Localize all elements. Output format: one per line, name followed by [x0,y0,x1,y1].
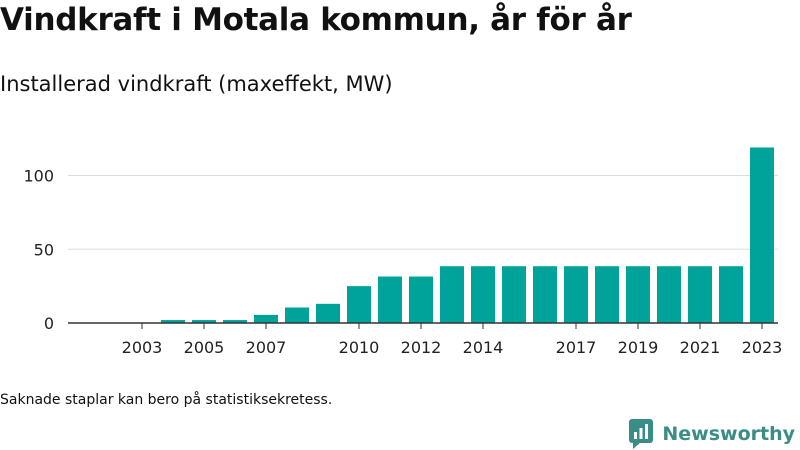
x-tick-label: 2023 [742,338,783,357]
x-tick-label: 2005 [184,338,225,357]
bar-chart-logo-icon [629,419,654,449]
bar [409,276,433,323]
bar [595,266,619,323]
bar [378,276,402,323]
y-tick-label: 100 [23,167,54,186]
bar [192,320,216,323]
bar [719,266,743,323]
bar [533,266,557,323]
x-tick-label: 2012 [401,338,442,357]
bar [316,303,340,323]
bar [626,266,650,323]
x-tick-label: 2019 [618,338,659,357]
footnote: Saknade staplar kan bero på statistiksek… [0,392,333,408]
x-tick-label: 2003 [122,338,163,357]
bar [502,266,526,323]
newsworthy-logo: Newsworthy [629,419,795,449]
bar [471,266,495,323]
brand-name: Newsworthy [662,423,795,445]
bar [688,266,712,323]
bar-chart: 0 50 100 2003 2005 2007 2010 2012 2014 2017 2019 20… [23,147,783,357]
x-tick-label: 2021 [680,338,721,357]
bar [750,147,774,323]
bar [254,314,278,323]
bar [285,307,309,323]
x-tick-label: 2010 [339,338,380,357]
bar [657,266,681,323]
x-tick-label: 2017 [556,338,597,357]
bar [564,266,588,323]
bar [440,266,464,323]
bar [223,320,247,323]
bar [347,286,371,323]
chart-title: Vindkraft i Motala kommun, år för år [0,2,632,38]
bar [161,320,185,323]
x-tick-label: 2014 [463,338,504,357]
x-tick-label: 2007 [246,338,287,357]
y-tick-label: 0 [44,314,54,333]
y-tick-label: 50 [34,240,54,259]
chart-subtitle: Installerad vindkraft (maxeffekt, MW) [0,72,393,96]
